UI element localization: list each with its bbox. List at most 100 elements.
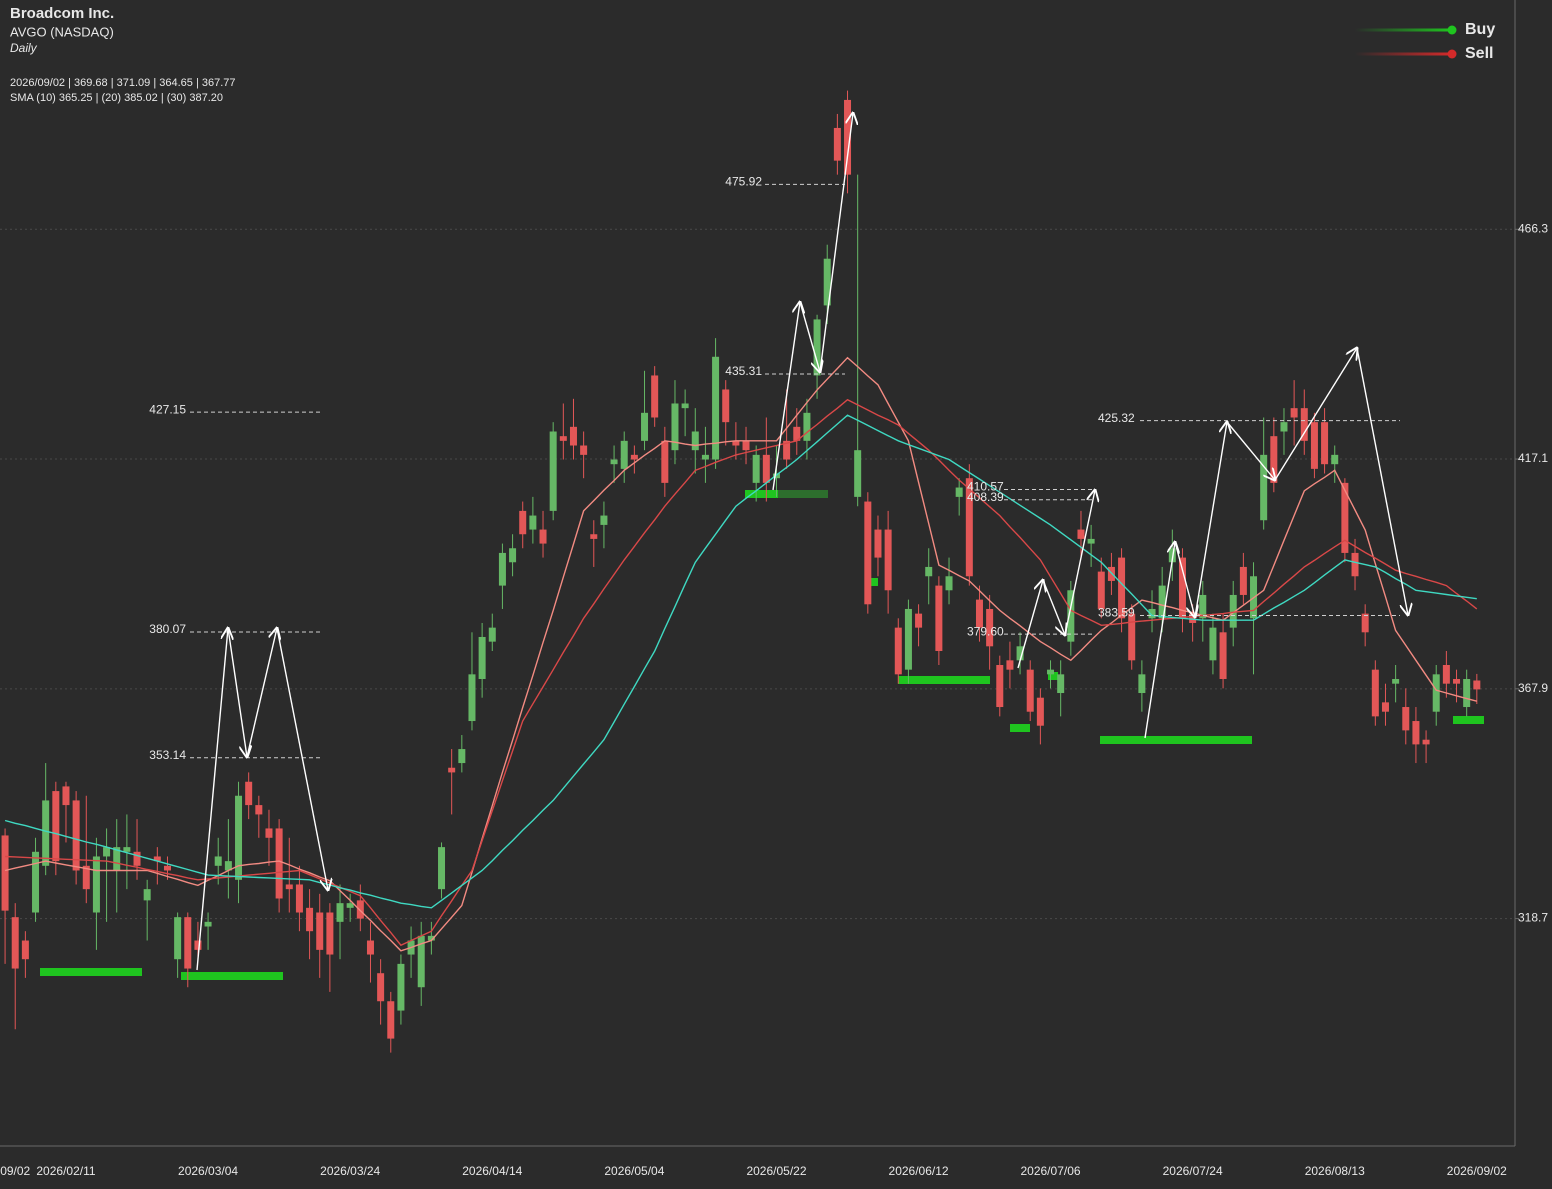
candle-body	[590, 534, 598, 539]
candle-body	[417, 935, 425, 988]
pattern-arrow	[1274, 348, 1357, 481]
candle-body	[62, 786, 70, 806]
candle-body	[356, 900, 364, 919]
candle-body	[1442, 664, 1450, 684]
candle-body	[224, 861, 232, 871]
candle-body	[458, 749, 466, 764]
x-tick-label: 2026/03/04	[178, 1164, 238, 1178]
candle-body	[1402, 707, 1410, 731]
candle-body	[610, 459, 618, 465]
candle-body	[204, 921, 212, 927]
x-tick-label: 2026/03/24	[320, 1164, 380, 1178]
candle-body	[793, 426, 801, 441]
legend-dot	[1447, 49, 1457, 59]
candle-body	[1026, 669, 1034, 712]
candle-body	[1300, 408, 1308, 441]
candle-body	[661, 440, 669, 483]
sma-line	[4, 356, 1477, 952]
candle-body	[1006, 660, 1014, 670]
candle-body	[1290, 408, 1298, 418]
candle-body	[955, 487, 963, 497]
candle-body	[498, 552, 506, 586]
candle-body	[295, 884, 303, 913]
candle-body	[854, 450, 862, 497]
sma-label: SMA (10) 365.25 | (20) 385.02 | (30) 387…	[10, 92, 223, 104]
x-tick-label: 2026/07/24	[1163, 1164, 1223, 1178]
legend-line	[1355, 28, 1452, 32]
candle-body	[1057, 674, 1065, 694]
candle-body	[133, 851, 141, 866]
candle-body	[52, 791, 60, 862]
price-level-label: 425.32	[1098, 411, 1135, 425]
candle-body	[813, 319, 821, 376]
candle-body	[235, 795, 243, 880]
candle-body	[163, 865, 171, 871]
candle-body	[1067, 590, 1075, 642]
buy-zone	[1010, 724, 1030, 732]
pattern-arrow	[1194, 422, 1227, 618]
candle-body	[1047, 669, 1055, 675]
candle-body	[92, 856, 100, 913]
candle-body	[641, 412, 649, 441]
x-tick-label: 09/02	[0, 1164, 30, 1178]
candle-body	[651, 375, 659, 418]
price-level-label: 353.14	[149, 748, 186, 762]
x-tick-label: 2026/09/02	[1447, 1164, 1507, 1178]
candle-body	[559, 436, 567, 441]
candle-body	[1351, 552, 1359, 577]
candle-body	[448, 767, 456, 773]
candle-body	[1270, 436, 1278, 483]
candle-body	[113, 847, 121, 871]
candle-body	[1118, 557, 1126, 619]
candle-body	[925, 566, 933, 577]
candle-body	[884, 529, 892, 591]
candle-body	[894, 627, 902, 675]
candle-body	[11, 917, 19, 969]
chart-subtitle: AVGO (NASDAQ)	[10, 24, 114, 39]
candle-body	[732, 440, 740, 446]
candle-body	[326, 912, 334, 955]
candle-body	[509, 548, 517, 563]
candle-body	[783, 440, 791, 460]
candle-body	[478, 636, 486, 680]
candle-body	[986, 608, 994, 647]
candle-body	[580, 445, 588, 455]
candle-body	[82, 865, 90, 890]
candle-body	[1199, 594, 1207, 619]
candle-body	[153, 856, 161, 862]
candle-body	[823, 258, 831, 306]
pattern-arrow	[196, 628, 228, 971]
candle-body	[864, 501, 872, 605]
candle-body	[965, 478, 973, 577]
candle-body	[488, 627, 496, 642]
candle-body	[1371, 669, 1379, 717]
candle-body	[72, 800, 80, 871]
buy-zone	[898, 676, 990, 684]
legend-label: Buy	[1465, 21, 1495, 38]
pattern-arrow	[246, 628, 277, 758]
candle-body	[1036, 697, 1044, 726]
pattern-arrow	[1144, 542, 1175, 739]
candle-body	[874, 529, 882, 558]
buy-zone	[40, 968, 142, 976]
pattern-arrow	[1356, 347, 1408, 615]
sma-line	[4, 414, 1477, 909]
candle-body	[1229, 594, 1237, 628]
candle-body	[1138, 674, 1146, 694]
candle-body	[691, 431, 699, 451]
x-tick-label: 2026/02/11	[36, 1164, 95, 1178]
candle-body	[1331, 454, 1339, 465]
pattern-arrow	[276, 627, 328, 890]
candle-body	[803, 412, 811, 441]
candle-body	[539, 529, 547, 544]
candle-body	[1148, 608, 1156, 619]
candle-body	[1016, 646, 1024, 661]
candle-body	[336, 903, 344, 922]
candle-body	[742, 440, 750, 451]
candle-body	[620, 440, 628, 469]
candle-body	[1453, 679, 1461, 684]
candle-body	[1087, 538, 1095, 544]
pattern-arrow	[1064, 490, 1095, 636]
